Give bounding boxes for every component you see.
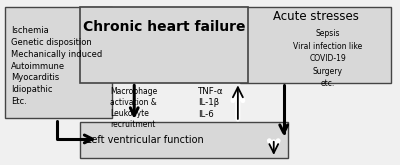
Text: TNF-α
IL-1β
IL-6: TNF-α IL-1β IL-6: [198, 87, 224, 119]
Bar: [80, 122, 288, 158]
Text: Acute stresses: Acute stresses: [273, 10, 358, 23]
Text: Chronic heart failure: Chronic heart failure: [83, 19, 245, 33]
Text: Sepsis
Viral infection like
COVID-19
Surgery
etc.: Sepsis Viral infection like COVID-19 Sur…: [293, 29, 362, 88]
Bar: [240, 7, 391, 83]
Text: Macrophage
activation &
Leukocyte
recruitment: Macrophage activation & Leukocyte recrui…: [110, 87, 158, 129]
Bar: [80, 7, 248, 83]
Text: Left ventricular function: Left ventricular function: [86, 135, 204, 145]
Bar: [5, 7, 112, 118]
Text: Ischemia
Genetic disposition
Mechanically induced
Autoimmune
Myocarditis
Idiopat: Ischemia Genetic disposition Mechanicall…: [11, 26, 102, 106]
